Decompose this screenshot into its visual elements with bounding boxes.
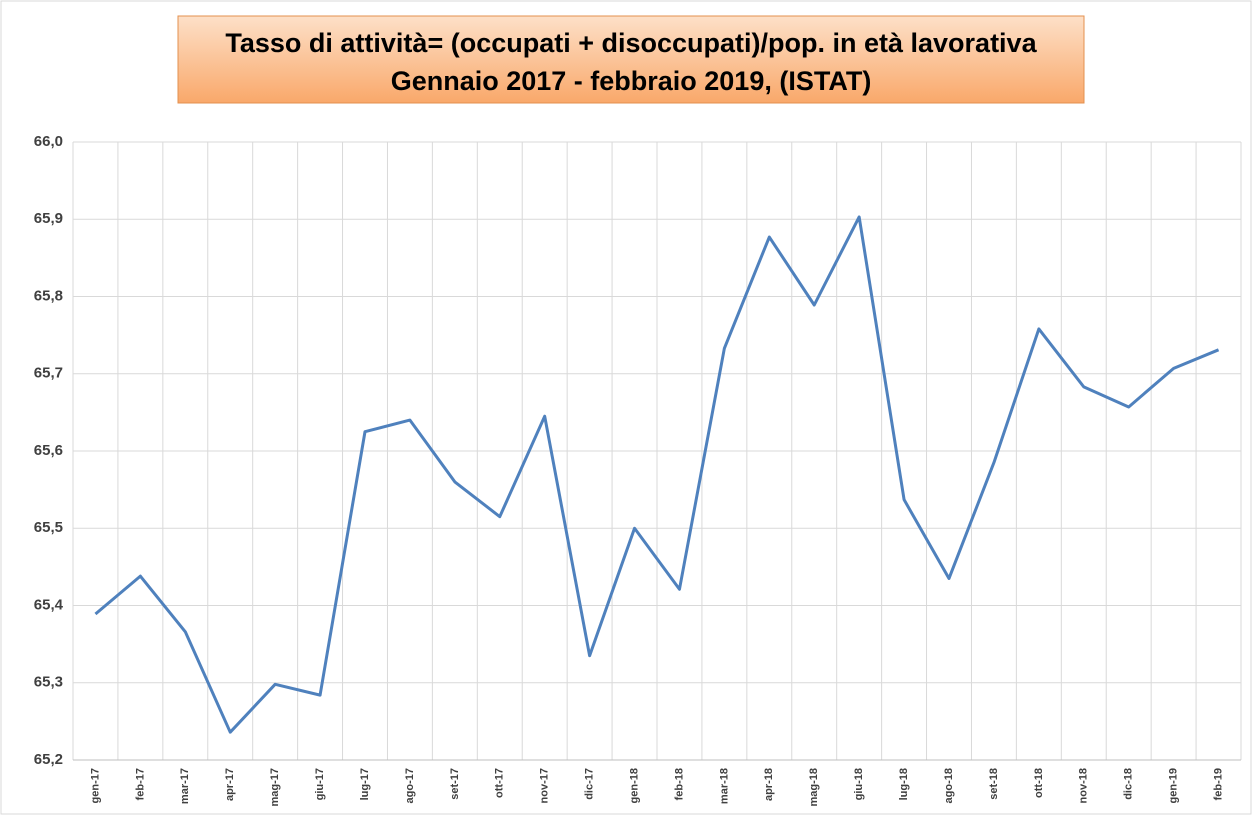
- x-tick-label: lug-17: [359, 768, 371, 800]
- x-tick-label: apr-17: [224, 768, 236, 801]
- x-tick-label: feb-17: [134, 768, 146, 800]
- x-tick-label: mar-18: [718, 768, 730, 804]
- x-tick-label: feb-18: [673, 768, 685, 800]
- y-tick-label: 65,9: [34, 210, 63, 227]
- y-tick-label: 65,6: [34, 442, 63, 459]
- y-tick-label: 65,8: [34, 287, 63, 304]
- x-tick-label: dic-18: [1123, 768, 1135, 800]
- x-tick-label: giu-17: [314, 768, 326, 800]
- y-tick-label: 66,0: [34, 133, 63, 150]
- x-tick-label: lug-18: [898, 768, 910, 800]
- x-tick-label: nov-18: [1078, 768, 1090, 803]
- x-tick-label: mag-17: [269, 768, 281, 807]
- title-box: [177, 15, 1085, 104]
- x-tick-label: set-18: [988, 768, 1000, 800]
- y-tick-label: 65,2: [34, 751, 63, 768]
- x-tick-label: ott-17: [494, 768, 506, 798]
- x-tick-label: gen-18: [628, 768, 640, 803]
- x-tick-label: mag-18: [808, 768, 820, 807]
- x-tick-label: feb-19: [1212, 768, 1224, 800]
- x-tick-label: ago-17: [404, 768, 416, 803]
- x-tick-label: dic-17: [584, 768, 596, 800]
- y-tick-label: 65,5: [34, 519, 63, 536]
- x-tick-label: apr-18: [763, 768, 775, 801]
- chart-title: Tasso di attività= (occupati + disoccupa…: [225, 28, 1037, 58]
- x-tick-label: nov-17: [539, 768, 551, 803]
- y-tick-label: 65,4: [34, 596, 64, 613]
- x-tick-label: gen-17: [89, 768, 101, 803]
- x-tick-label: giu-18: [853, 768, 865, 800]
- x-tick-label: ago-18: [943, 768, 955, 803]
- x-tick-label: mar-17: [179, 768, 191, 804]
- chart-subtitle: Gennaio 2017 - febbraio 2019, (ISTAT): [391, 66, 872, 96]
- y-tick-label: 65,7: [34, 365, 63, 382]
- x-tick-label: ott-18: [1033, 768, 1045, 798]
- y-tick-label: 65,3: [34, 674, 63, 691]
- x-tick-label: set-17: [449, 768, 461, 800]
- line-series: [94, 215, 1220, 734]
- x-tick-label: gen-19: [1168, 768, 1180, 803]
